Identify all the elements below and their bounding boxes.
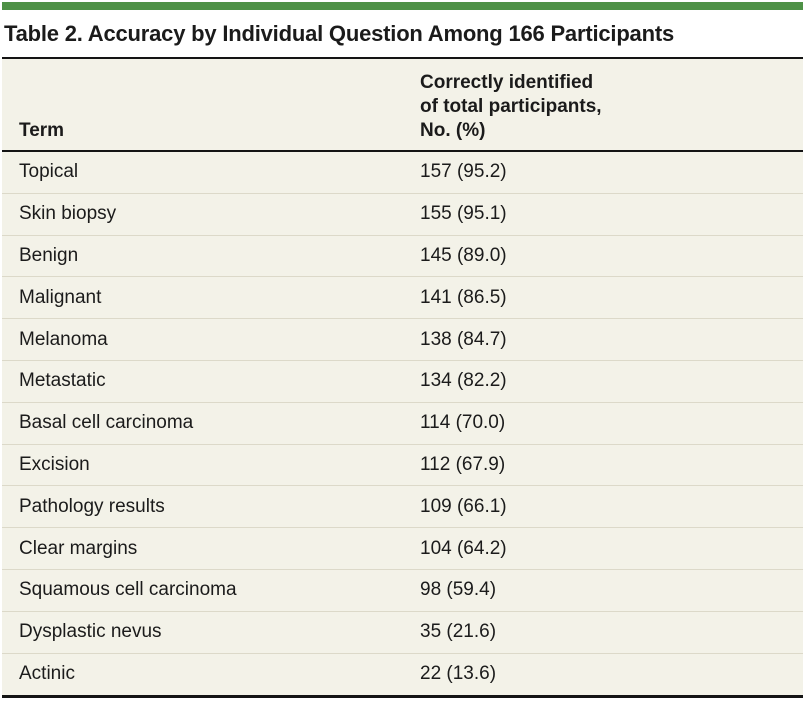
term-cell: Topical [19,161,79,183]
table-row: Pathology results 109 (66.1) [2,486,803,529]
value-cell: 145 (89.0) [420,244,507,266]
table-row: Clear margins 104 (64.2) [2,528,803,570]
value-cell: 134 (82.2) [420,370,507,392]
term-cell: Clear margins [19,537,138,559]
term-cell: Malignant [19,286,102,308]
table-row: Skin biopsy 155 (95.1) [2,194,803,236]
table-header-row: Term Correctly identified of total parti… [2,59,803,152]
value-cell: 35 (21.6) [420,621,497,643]
table-row: Topical 157 (95.2) [2,152,803,194]
green-accent-bar [2,2,803,10]
table-row: Excision 112 (67.9) [2,445,803,487]
value-cell: 22 (13.6) [420,663,497,685]
column-header-correctly-identified: Correctly identified of total participan… [420,72,602,141]
table-row: Squamous cell carcinoma 98 (59.4) [2,570,803,612]
value-cell: 98 (59.4) [420,579,497,601]
value-cell: 141 (86.5) [420,286,507,308]
value-cell: 114 (70.0) [420,412,506,434]
term-cell: Basal cell carcinoma [19,412,194,434]
term-cell: Melanoma [19,328,108,350]
table-figure: Table 2. Accuracy by Individual Question… [2,2,803,699]
term-cell: Metastatic [19,370,106,392]
data-table: Term Correctly identified of total parti… [2,57,803,699]
table-body: Topical 157 (95.2) Skin biopsy 155 (95.1… [2,152,803,695]
value-cell: 104 (64.2) [420,537,507,559]
term-cell: Pathology results [19,495,165,517]
table-row: Melanoma 138 (84.7) [2,319,803,361]
column-header-term: Term [19,120,65,141]
table-row: Dysplastic nevus 35 (21.6) [2,612,803,654]
term-cell: Dysplastic nevus [19,621,162,643]
value-cell: 157 (95.2) [420,161,507,183]
table-row: Actinic 22 (13.6) [2,654,803,696]
table-row: Benign 145 (89.0) [2,236,803,278]
value-cell: 155 (95.1) [420,203,507,225]
table-row: Metastatic 134 (82.2) [2,361,803,403]
term-cell: Excision [19,453,90,475]
term-cell: Skin biopsy [19,203,117,225]
value-cell: 112 (67.9) [420,453,506,475]
table-row: Malignant 141 (86.5) [2,277,803,320]
term-cell: Actinic [19,663,75,685]
term-cell: Squamous cell carcinoma [19,579,237,601]
table-row: Basal cell carcinoma 114 (70.0) [2,403,803,445]
value-cell: 138 (84.7) [420,328,507,350]
value-cell: 109 (66.1) [420,495,507,517]
term-cell: Benign [19,244,79,266]
table-title: Table 2. Accuracy by Individual Question… [4,20,674,46]
